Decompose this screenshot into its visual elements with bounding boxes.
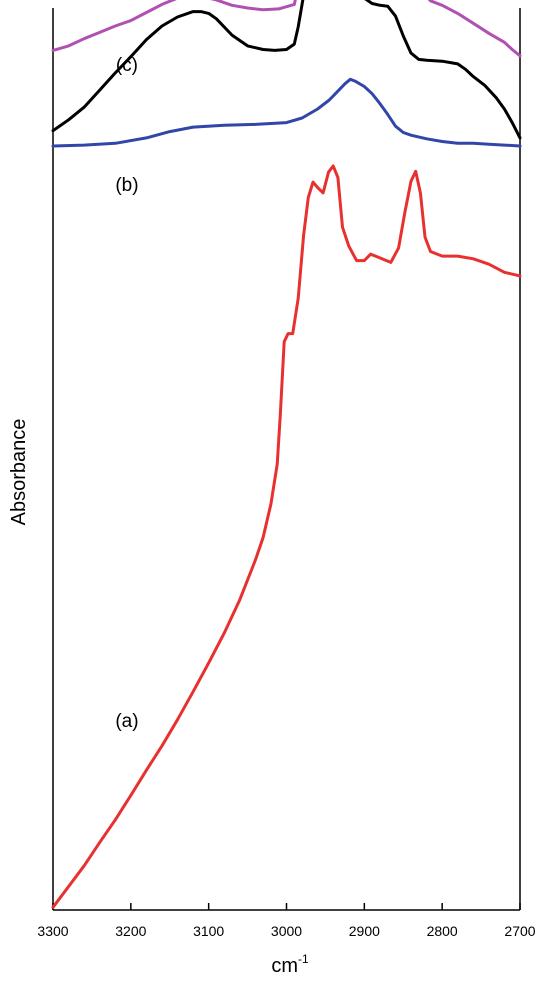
- x-axis-unit: cm: [271, 955, 298, 977]
- x-tick-label: 3200: [115, 923, 146, 939]
- axes: 3300 3200 3100 3000 2900 2800 2700: [37, 8, 536, 939]
- series-label-a: (a): [115, 711, 138, 732]
- x-axis-unit-superscript: -1: [298, 952, 309, 966]
- series-line-c: [51, 0, 522, 140]
- x-axis-title: cm-1: [271, 952, 309, 977]
- annotation-layer: (d)(c)(b)(a): [115, 55, 138, 732]
- series-label-c: (c): [116, 55, 138, 76]
- x-tick-label: 2900: [349, 923, 380, 939]
- x-tick-label: 3300: [37, 923, 68, 939]
- x-tick-label: 2700: [504, 923, 535, 939]
- y-axis-title: Absorbance: [8, 419, 30, 526]
- x-tick-label: 3000: [271, 923, 302, 939]
- series-label-b: (b): [115, 175, 138, 196]
- x-tick-label: 3100: [193, 923, 224, 939]
- series-layer: [51, 0, 522, 909]
- x-tick-label: 2800: [427, 923, 458, 939]
- series-line-b: [51, 77, 522, 148]
- series-line-d: [51, 0, 522, 58]
- series-line-a: [51, 164, 522, 909]
